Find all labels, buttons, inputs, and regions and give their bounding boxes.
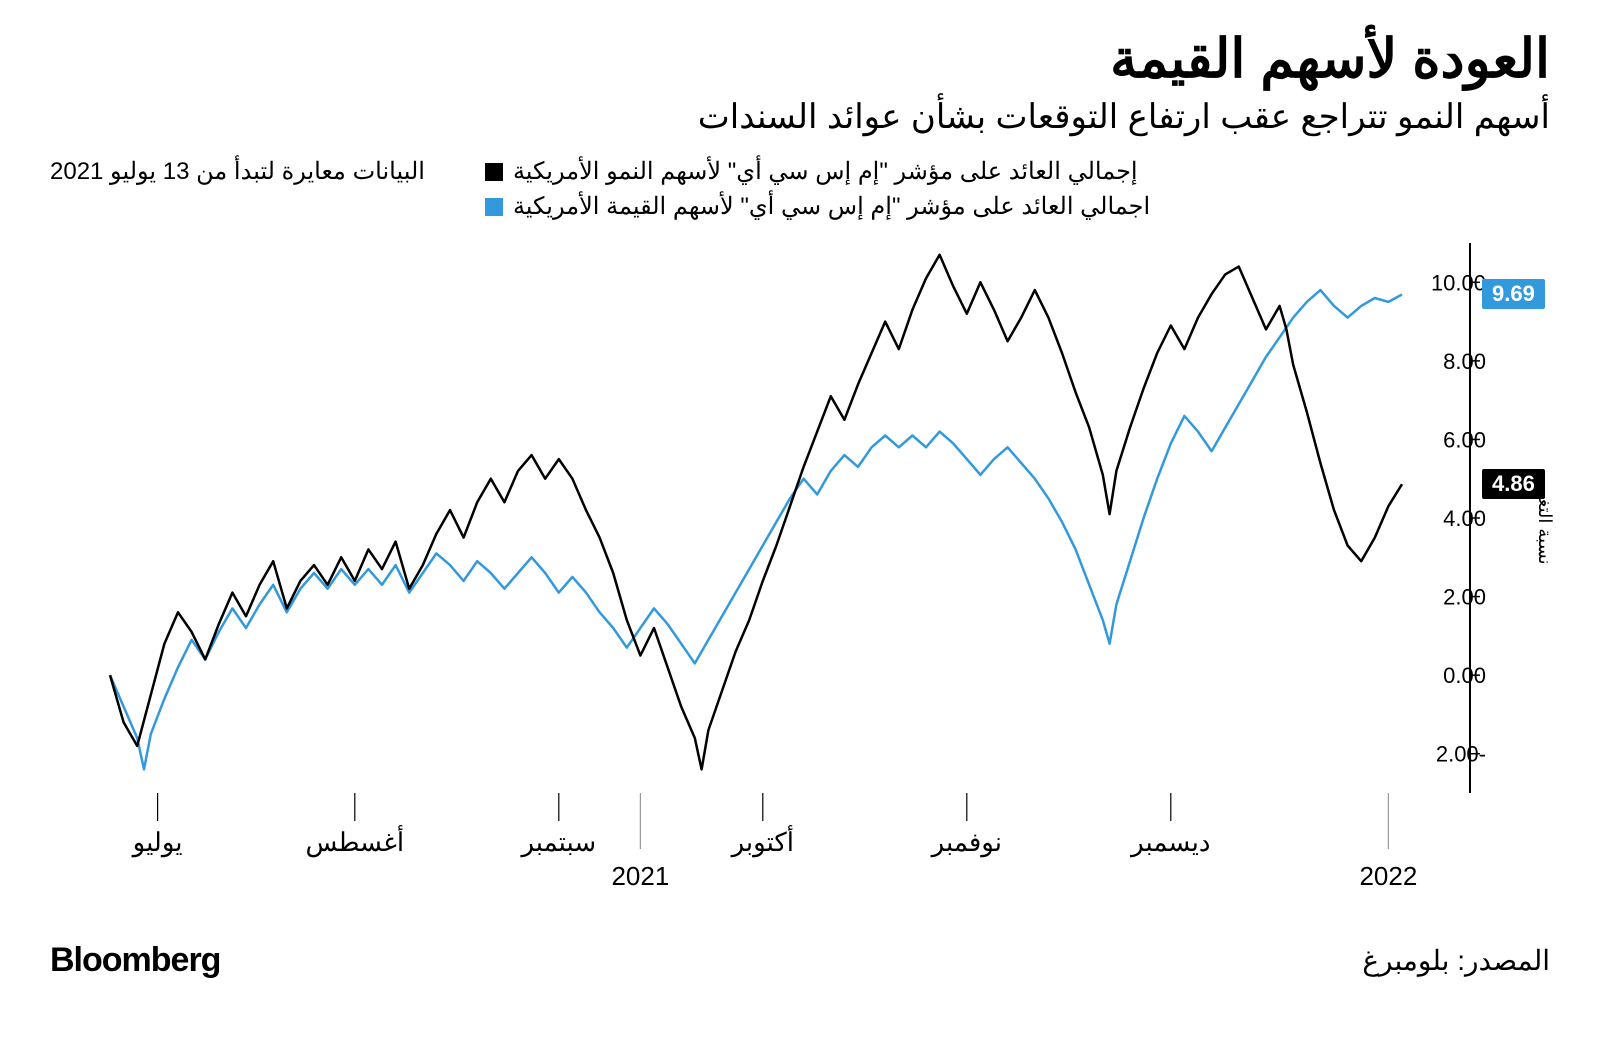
x-month-label: أغسطس [306, 827, 405, 858]
legend-label-value: اجمالي العائد على مؤشر "إم إس سي أي" لأس… [513, 192, 1150, 221]
svg-text:0.00: 0.00 [1443, 664, 1486, 689]
chart-area: -2.000.002.004.006.008.0010.00 9.69 4.86… [50, 233, 1550, 933]
end-value-badge-value: 9.69 [1482, 279, 1545, 309]
legend-label-growth: إجمالي العائد على مؤشر "إم إس سي أي" لأس… [513, 157, 1138, 186]
legend-item-value: اجمالي العائد على مؤشر "إم إس سي أي" لأس… [485, 192, 1150, 221]
x-month-label: نوفمبر [932, 827, 1002, 858]
svg-text:2.00: 2.00 [1443, 585, 1486, 610]
y-axis-title: نسبة التغيير [1534, 478, 1556, 565]
svg-text:8.00: 8.00 [1443, 349, 1486, 374]
line-chart-svg: -2.00 0.00 2.00 4.00 6.00 8.00 10.00 [50, 233, 1550, 873]
legend-row: البيانات معايرة لتبدأ من 13 يوليو 2021 إ… [50, 157, 1550, 221]
x-month-label: يوليو [133, 827, 183, 858]
legend-items: إجمالي العائد على مؤشر "إم إس سي أي" لأس… [485, 157, 1150, 221]
x-year-label: 2021 [611, 861, 669, 892]
x-month-label: سبتمبر [521, 827, 596, 858]
legend-swatch-value [485, 198, 503, 216]
svg-text:10.00: 10.00 [1431, 271, 1486, 296]
brand-logo: Bloomberg [50, 941, 220, 980]
chart-title: العودة لأسهم القيمة [50, 30, 1550, 89]
legend-item-growth: إجمالي العائد على مؤشر "إم إس سي أي" لأس… [485, 157, 1138, 186]
svg-text:-2.00: -2.00 [1436, 742, 1486, 767]
svg-text:6.00: 6.00 [1443, 428, 1486, 453]
source-text: المصدر: بلومبرغ [1362, 944, 1550, 977]
x-year-label: 2022 [1359, 861, 1417, 892]
chart-footer: المصدر: بلومبرغ Bloomberg [50, 941, 1550, 980]
calibration-note: البيانات معايرة لتبدأ من 13 يوليو 2021 [50, 157, 425, 186]
svg-text:4.00: 4.00 [1443, 506, 1486, 531]
x-month-label: ديسمبر [1131, 827, 1210, 858]
legend-swatch-growth [485, 163, 503, 181]
chart-subtitle: أسهم النمو تتراجع عقب ارتفاع التوقعات بش… [50, 97, 1550, 137]
x-month-label: أكتوبر [732, 827, 794, 858]
x-axis-labels: يوليوأغسطسسبتمبرأكتوبرنوفمبرديسمبر202120… [50, 827, 1550, 887]
